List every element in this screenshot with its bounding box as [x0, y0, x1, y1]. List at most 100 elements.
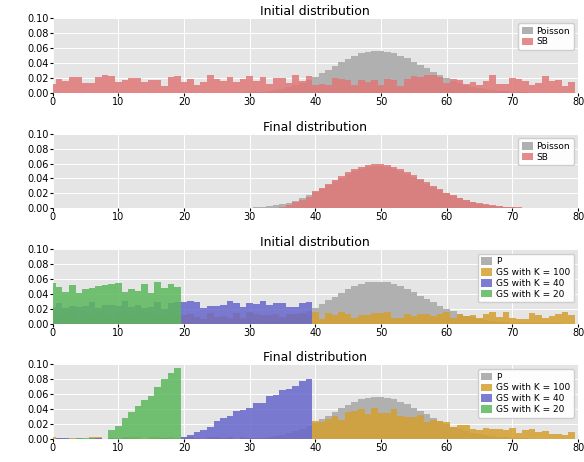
Bar [207, 313, 214, 323]
Bar [325, 313, 332, 323]
Bar [174, 287, 180, 323]
Bar [411, 175, 417, 208]
Bar [312, 423, 319, 439]
Bar [325, 416, 332, 439]
Bar [378, 413, 384, 439]
Bar [457, 314, 463, 323]
Bar [89, 315, 95, 323]
Title: Final distribution: Final distribution [263, 352, 367, 365]
Bar [273, 436, 279, 439]
Bar [371, 282, 378, 323]
Bar [437, 190, 443, 208]
Bar [161, 438, 168, 439]
Bar [417, 77, 424, 93]
Bar [266, 316, 273, 323]
Bar [207, 75, 214, 93]
Bar [384, 52, 391, 93]
Bar [154, 303, 161, 323]
Bar [384, 165, 391, 208]
Bar [503, 312, 509, 323]
Bar [187, 435, 194, 439]
Bar [384, 413, 391, 439]
Bar [522, 438, 529, 439]
Bar [391, 284, 398, 323]
Bar [477, 85, 483, 93]
Bar [391, 318, 398, 323]
Bar [378, 85, 384, 93]
Bar [293, 75, 299, 93]
Bar [509, 318, 516, 323]
Bar [286, 318, 293, 323]
Bar [358, 284, 364, 323]
Bar [489, 206, 496, 208]
Bar [398, 55, 404, 93]
Bar [154, 387, 161, 439]
Bar [75, 307, 82, 323]
Bar [95, 308, 102, 323]
Bar [259, 91, 266, 93]
Bar [56, 79, 62, 93]
Bar [345, 405, 352, 439]
Bar [200, 431, 207, 439]
Bar [135, 406, 141, 439]
Bar [430, 187, 437, 208]
Bar [305, 379, 312, 439]
Bar [332, 415, 338, 439]
Bar [417, 65, 424, 93]
Bar [154, 315, 161, 323]
Bar [214, 306, 220, 323]
Bar [384, 79, 391, 93]
Bar [319, 73, 325, 93]
Bar [194, 317, 200, 323]
Bar [378, 282, 384, 323]
Bar [489, 429, 496, 439]
Bar [457, 425, 463, 439]
Bar [220, 305, 227, 323]
Bar [89, 438, 95, 439]
Bar [180, 438, 187, 439]
Bar [62, 81, 69, 93]
Bar [75, 438, 82, 439]
Bar [430, 418, 437, 439]
Bar [430, 316, 437, 323]
Bar [174, 316, 180, 323]
Bar [364, 82, 371, 93]
Bar [246, 407, 253, 439]
Title: Final distribution: Final distribution [263, 121, 367, 134]
Bar [496, 91, 503, 93]
Bar [286, 389, 293, 439]
Bar [398, 318, 404, 323]
Bar [141, 284, 148, 323]
Bar [542, 318, 548, 323]
Bar [109, 76, 115, 93]
Bar [443, 193, 450, 208]
Bar [503, 322, 509, 323]
Bar [477, 88, 483, 93]
Bar [352, 411, 358, 439]
Bar [273, 90, 279, 93]
Bar [345, 174, 352, 208]
Bar [227, 318, 233, 323]
Bar [477, 203, 483, 208]
Bar [378, 313, 384, 323]
Bar [424, 68, 430, 93]
Bar [220, 81, 227, 93]
Bar [437, 189, 443, 208]
Bar [49, 312, 56, 323]
Bar [503, 207, 509, 208]
Bar [259, 438, 266, 439]
Bar [154, 80, 161, 93]
Bar [279, 303, 286, 323]
Bar [240, 438, 246, 439]
Bar [180, 437, 187, 439]
Bar [227, 77, 233, 93]
Bar [364, 414, 371, 439]
Bar [457, 198, 463, 208]
Bar [489, 436, 496, 439]
Bar [371, 407, 378, 439]
Bar [522, 80, 529, 93]
Bar [398, 86, 404, 93]
Bar [424, 299, 430, 323]
Bar [220, 418, 227, 439]
Bar [496, 316, 503, 323]
